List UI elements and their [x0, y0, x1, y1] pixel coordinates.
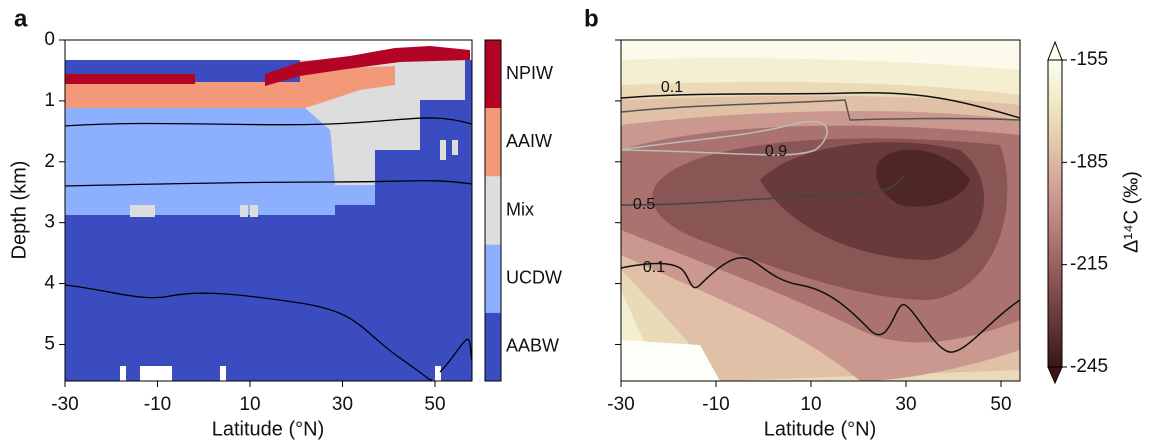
contour-line — [64, 117, 473, 127]
y-axis-label: Depth (km) — [8, 161, 30, 260]
y-tick-label: 0 — [44, 29, 55, 50]
contour-line — [620, 174, 906, 206]
x-axis-label: Latitude (°N) — [212, 418, 325, 440]
colorbar-tick-label: -215 — [1070, 254, 1108, 275]
x-tick-label: 30 — [895, 394, 916, 415]
water-mass-region — [130, 205, 155, 217]
legend-label: AABW — [506, 336, 559, 356]
x-tick-label: -30 — [607, 394, 634, 415]
water-mass-region — [65, 74, 195, 84]
legend-swatch — [485, 176, 501, 245]
x-tick-label: -10 — [702, 394, 729, 415]
contour-line — [64, 284, 433, 381]
colorbar-tick-label: -155 — [1070, 49, 1108, 70]
contour-label: 0.1 — [643, 259, 665, 276]
water-mass-region — [250, 205, 258, 217]
colorbar — [1047, 59, 1063, 368]
legend-swatch — [485, 312, 501, 381]
legend-label: NPIW — [506, 63, 553, 83]
colorbar-tick-label: -245 — [1070, 356, 1108, 377]
water-mass-region — [440, 140, 446, 160]
colorbar-label: Δ¹⁴C (‰) — [1120, 171, 1142, 253]
legend-swatch — [485, 108, 501, 177]
contour-label: 0.9 — [765, 143, 787, 160]
axes-frame — [64, 39, 473, 382]
contour-label: 0.5 — [633, 196, 655, 213]
contour-line — [64, 180, 473, 187]
no-data — [120, 366, 126, 381]
legend-label: UCDW — [506, 267, 562, 287]
x-tick-label: 30 — [332, 394, 353, 415]
water-mass-region — [240, 205, 248, 217]
water-mass-region — [452, 140, 458, 155]
x-tick-label: -10 — [144, 394, 171, 415]
contour-line — [439, 338, 473, 373]
x-axis-label: Latitude (°N) — [764, 418, 877, 440]
y-tick-label: 1 — [44, 90, 55, 111]
colorbar-tick-label: -185 — [1070, 151, 1108, 172]
water-mass-region — [65, 66, 395, 108]
axes-frame — [620, 39, 1021, 382]
y-tick-label: 2 — [44, 151, 55, 172]
x-tick-label: 10 — [800, 394, 821, 415]
contour-fill — [876, 149, 970, 207]
legend-swatch — [485, 40, 501, 109]
y-tick-label: 3 — [44, 212, 55, 233]
x-tick-label: 50 — [990, 394, 1011, 415]
legend-label: Mix — [506, 199, 534, 219]
y-tick-label: 5 — [44, 333, 55, 354]
water-mass-region — [65, 108, 375, 215]
contour-fill — [621, 340, 720, 381]
contour-line — [620, 120, 828, 156]
colorbar-extend — [1047, 366, 1063, 385]
y-tick-label: 4 — [44, 273, 55, 294]
water-mass-region — [265, 46, 470, 86]
panel-label: a — [14, 5, 28, 32]
colorbar-extend — [1047, 40, 1063, 61]
no-data — [140, 366, 172, 381]
panel-label: b — [584, 5, 599, 32]
no-data — [220, 366, 226, 381]
x-tick-label: -30 — [51, 394, 78, 415]
x-tick-label: 50 — [424, 394, 445, 415]
contour-line — [620, 99, 1021, 121]
x-tick-label: 10 — [239, 394, 260, 415]
contour-line — [620, 91, 1021, 119]
legend-label: AAIW — [506, 131, 552, 151]
contour-label: 0.1 — [661, 79, 683, 96]
colorbar-frame — [484, 39, 502, 382]
legend-swatch — [485, 244, 501, 313]
no-data — [435, 366, 441, 381]
contour-line — [620, 257, 1021, 353]
